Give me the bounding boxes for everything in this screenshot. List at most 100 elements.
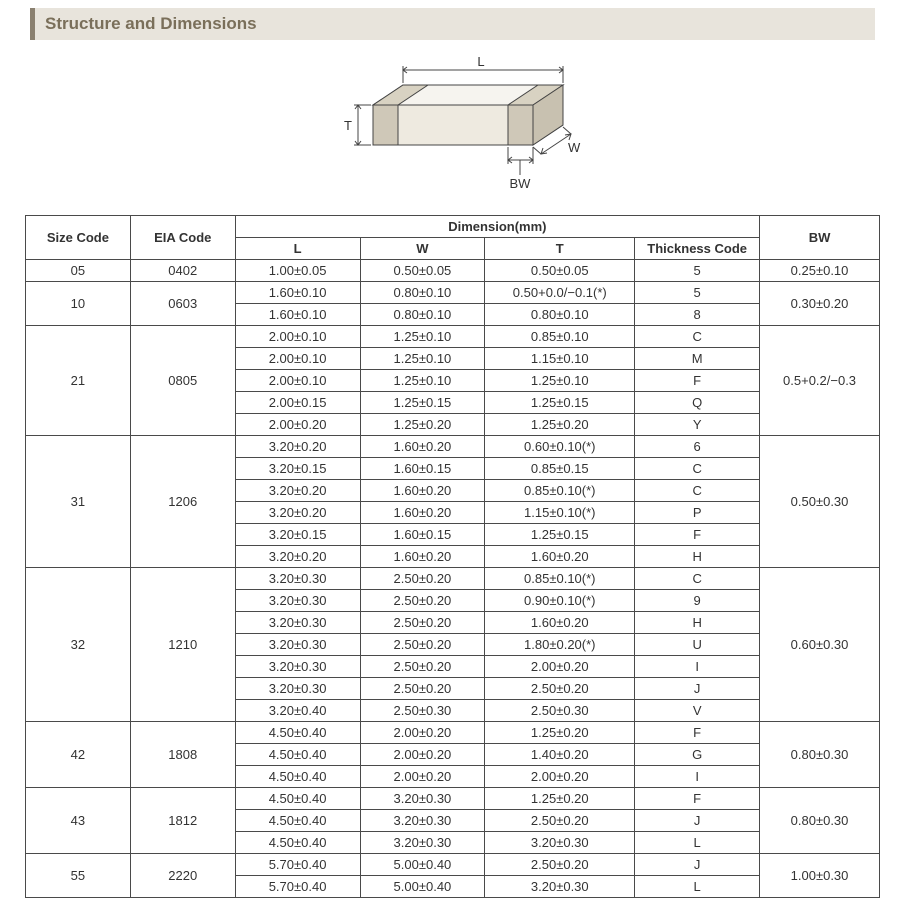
cell-t: 0.85±0.15: [485, 458, 635, 480]
section-title: Structure and Dimensions: [45, 14, 257, 33]
cell-l: 2.00±0.10: [235, 370, 360, 392]
cell-t: 2.00±0.20: [485, 766, 635, 788]
cell-l: 1.60±0.10: [235, 304, 360, 326]
cell-bw: 1.00±0.30: [760, 854, 880, 898]
cell-l: 5.70±0.40: [235, 854, 360, 876]
cell-l: 3.20±0.30: [235, 568, 360, 590]
cell-t: 2.50±0.20: [485, 810, 635, 832]
cell-thk: 5: [635, 282, 760, 304]
table-row: 4218084.50±0.402.00±0.201.25±0.20F0.80±0…: [26, 722, 880, 744]
cell-w: 2.50±0.20: [360, 634, 485, 656]
cell-size-code: 21: [26, 326, 131, 436]
cell-w: 0.80±0.10: [360, 304, 485, 326]
cell-l: 1.00±0.05: [235, 260, 360, 282]
dimension-diagram: L T W BW: [0, 50, 905, 205]
cell-t: 0.50+0.0/−0.1(*): [485, 282, 635, 304]
cell-thk: J: [635, 810, 760, 832]
table-row: 1006031.60±0.100.80±0.100.50+0.0/−0.1(*)…: [26, 282, 880, 304]
cell-w: 2.50±0.20: [360, 612, 485, 634]
cell-size-code: 05: [26, 260, 131, 282]
cell-t: 2.50±0.20: [485, 678, 635, 700]
cell-size-code: 42: [26, 722, 131, 788]
cell-thk: H: [635, 546, 760, 568]
cell-thk: 5: [635, 260, 760, 282]
cell-w: 2.50±0.20: [360, 590, 485, 612]
cell-t: 1.25±0.15: [485, 392, 635, 414]
cell-w: 1.60±0.20: [360, 436, 485, 458]
cell-l: 3.20±0.20: [235, 436, 360, 458]
cell-t: 2.50±0.20: [485, 854, 635, 876]
cell-t: 0.85±0.10(*): [485, 480, 635, 502]
cell-eia-code: 1808: [130, 722, 235, 788]
th-t: T: [485, 238, 635, 260]
cell-t: 1.25±0.20: [485, 414, 635, 436]
cell-size-code: 32: [26, 568, 131, 722]
cell-t: 3.20±0.30: [485, 876, 635, 898]
cell-thk: I: [635, 766, 760, 788]
cell-l: 3.20±0.20: [235, 502, 360, 524]
cell-t: 0.90±0.10(*): [485, 590, 635, 612]
th-size-code: Size Code: [26, 216, 131, 260]
table-row: 5522205.70±0.405.00±0.402.50±0.20J1.00±0…: [26, 854, 880, 876]
cell-t: 0.80±0.10: [485, 304, 635, 326]
cell-thk: C: [635, 480, 760, 502]
cell-w: 1.60±0.20: [360, 502, 485, 524]
table-row: 2108052.00±0.101.25±0.100.85±0.10C0.5+0.…: [26, 326, 880, 348]
cell-l: 4.50±0.40: [235, 744, 360, 766]
th-eia-code: EIA Code: [130, 216, 235, 260]
cell-thk: F: [635, 524, 760, 546]
cell-t: 1.25±0.15: [485, 524, 635, 546]
cell-l: 4.50±0.40: [235, 766, 360, 788]
cell-thk: F: [635, 788, 760, 810]
cell-thk: U: [635, 634, 760, 656]
cell-t: 0.60±0.10(*): [485, 436, 635, 458]
cell-t: 1.60±0.20: [485, 612, 635, 634]
cell-eia-code: 1210: [130, 568, 235, 722]
cell-bw: 0.60±0.30: [760, 568, 880, 722]
cell-t: 2.00±0.20: [485, 656, 635, 678]
th-l: L: [235, 238, 360, 260]
cell-t: 1.40±0.20: [485, 744, 635, 766]
cell-eia-code: 0805: [130, 326, 235, 436]
th-bw: BW: [760, 216, 880, 260]
cell-thk: C: [635, 458, 760, 480]
cell-w: 2.50±0.20: [360, 568, 485, 590]
cell-w: 0.80±0.10: [360, 282, 485, 304]
cell-l: 4.50±0.40: [235, 832, 360, 854]
cell-t: 1.25±0.20: [485, 788, 635, 810]
cell-w: 1.25±0.10: [360, 348, 485, 370]
th-w: W: [360, 238, 485, 260]
cell-bw: 0.25±0.10: [760, 260, 880, 282]
cell-size-code: 31: [26, 436, 131, 568]
cell-l: 3.20±0.30: [235, 656, 360, 678]
cell-l: 3.20±0.30: [235, 612, 360, 634]
cell-l: 2.00±0.10: [235, 348, 360, 370]
cell-w: 2.00±0.20: [360, 722, 485, 744]
table-row: 4318124.50±0.403.20±0.301.25±0.20F0.80±0…: [26, 788, 880, 810]
cell-thk: J: [635, 854, 760, 876]
section-header: Structure and Dimensions: [30, 8, 875, 40]
cell-w: 1.60±0.15: [360, 524, 485, 546]
cell-w: 2.00±0.20: [360, 766, 485, 788]
cell-l: 4.50±0.40: [235, 788, 360, 810]
diagram-label-w: W: [568, 140, 581, 155]
cell-thk: J: [635, 678, 760, 700]
cell-w: 1.25±0.20: [360, 414, 485, 436]
cell-t: 1.80±0.20(*): [485, 634, 635, 656]
cell-bw: 0.80±0.30: [760, 788, 880, 854]
cell-t: 3.20±0.30: [485, 832, 635, 854]
cell-w: 5.00±0.40: [360, 876, 485, 898]
cell-eia-code: 2220: [130, 854, 235, 898]
cell-thk: 8: [635, 304, 760, 326]
cell-thk: M: [635, 348, 760, 370]
cell-w: 2.00±0.20: [360, 744, 485, 766]
cell-l: 4.50±0.40: [235, 722, 360, 744]
cell-bw: 0.80±0.30: [760, 722, 880, 788]
cell-t: 1.15±0.10(*): [485, 502, 635, 524]
cell-t: 2.50±0.30: [485, 700, 635, 722]
cell-t: 0.85±0.10: [485, 326, 635, 348]
cell-thk: I: [635, 656, 760, 678]
cell-t: 0.85±0.10(*): [485, 568, 635, 590]
cell-l: 3.20±0.15: [235, 458, 360, 480]
cell-thk: G: [635, 744, 760, 766]
